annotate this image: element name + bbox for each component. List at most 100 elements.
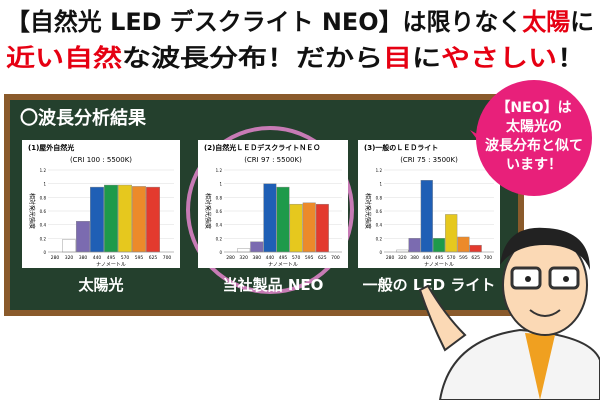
x-tick-label: 495	[435, 255, 444, 261]
headline-segment: 【自然光 LED デスクライト NEO】は限りなく	[6, 8, 522, 36]
y-tick-label: 1	[219, 182, 222, 187]
y-tick-label: 1.2	[376, 168, 383, 173]
bar	[146, 186, 160, 253]
x-tick-label: 280	[226, 255, 235, 261]
x-tick-label: 280	[386, 255, 395, 261]
chart-subtitle: (CRI 75 : 3500K)	[400, 156, 458, 164]
y-tick-label: 0.8	[376, 195, 383, 200]
y-tick-label: 0.2	[376, 236, 383, 241]
y-tick-label: 0	[43, 250, 46, 255]
y-tick-label: 1.2	[216, 168, 223, 173]
x-tick-label: 700	[331, 255, 340, 261]
y-tick-label: 0.6	[40, 209, 47, 214]
bar	[250, 241, 264, 253]
headline-segment: 目	[383, 44, 412, 72]
x-tick-label: 495	[279, 255, 288, 261]
bar	[315, 203, 329, 253]
headline-line: 【自然光 LED デスクライト NEO】は限りなく太陽に	[6, 8, 594, 36]
chart-subtitle: (CRI 100 : 5500K)	[70, 156, 132, 164]
y-axis-label: 相対発光強度	[364, 193, 372, 229]
x-axis-label: ナノメートル	[96, 262, 126, 268]
x-tick-label: 595	[459, 255, 468, 261]
x-tick-label: 700	[484, 255, 493, 261]
bar	[76, 221, 90, 253]
x-tick-label: 700	[163, 255, 172, 261]
bar	[396, 249, 409, 253]
bar	[132, 186, 146, 253]
bar	[432, 238, 446, 253]
bar	[420, 180, 433, 253]
bubble-text: 太陽光の	[506, 118, 562, 135]
headline-segment: に	[570, 8, 594, 36]
x-tick-label: 625	[149, 255, 158, 261]
bar	[62, 239, 76, 253]
y-tick-label: 0	[219, 250, 222, 255]
bubble-text: 波長分布と似て	[485, 137, 583, 154]
cartoon-man	[418, 227, 600, 400]
x-tick-label: 320	[65, 255, 74, 261]
board-title: 〇波長分析結果	[20, 107, 147, 129]
y-tick-label: 0.2	[40, 236, 47, 241]
bar	[237, 248, 251, 253]
x-tick-label: 595	[135, 255, 144, 261]
charts: 太陽光 当社製品 NEO 一般の LED ライト (1)屋外自然光 (CRI 100 :…	[22, 140, 500, 294]
bar	[408, 238, 421, 253]
bar	[90, 186, 104, 253]
headline-segment: ！	[557, 44, 586, 72]
bar	[469, 244, 482, 253]
chart-title: (1)屋外自然光	[28, 143, 74, 152]
x-tick-label: 440	[93, 255, 102, 261]
y-tick-label: 0	[379, 250, 382, 255]
x-tick-label: 380	[410, 255, 419, 261]
y-axis-label: 相対発光強度	[204, 193, 212, 229]
caption: 太陽光	[78, 276, 123, 294]
x-tick-label: 320	[239, 255, 248, 261]
bubble-text: います！	[506, 157, 562, 173]
x-tick-label: 625	[471, 255, 480, 261]
bar	[457, 236, 470, 253]
y-tick-label: 0.2	[216, 236, 223, 241]
x-tick-label: 570	[292, 255, 301, 261]
y-tick-label: 0.6	[216, 209, 223, 214]
x-tick-label: 440	[422, 255, 431, 261]
headline-segment: な波長分布！だから	[122, 44, 383, 72]
y-tick-label: 0.4	[40, 223, 47, 228]
x-axis-label: ナノメートル	[424, 262, 454, 268]
x-tick-label: 440	[266, 255, 275, 261]
x-tick-label: 570	[447, 255, 456, 261]
x-tick-label: 495	[107, 255, 116, 261]
x-tick-label: 280	[51, 255, 60, 261]
bubble-text: 【NEO】は	[496, 100, 571, 116]
bubble	[476, 80, 592, 196]
bar	[104, 184, 118, 253]
headline-segment: やさしい	[441, 44, 557, 72]
caption: 一般の LED ライト	[363, 276, 496, 294]
headline-line: 近い自然 な波長分布！だから目にやさしい！	[6, 44, 586, 72]
highlight-circle	[186, 126, 354, 294]
headline-segment: 太陽	[522, 8, 570, 36]
y-tick-label: 0.4	[376, 223, 383, 228]
x-tick-label: 380	[252, 255, 261, 261]
x-tick-label: 380	[79, 255, 88, 261]
y-tick-label: 1	[43, 182, 46, 187]
y-axis-label: 相対発光強度	[28, 193, 36, 229]
bar	[276, 186, 290, 253]
bar	[445, 214, 458, 253]
x-tick-label: 320	[398, 255, 407, 261]
x-tick-label: 570	[121, 255, 130, 261]
x-tick-label: 595	[305, 255, 314, 261]
caption: 当社製品 NEO	[223, 276, 324, 294]
chart-subtitle: (CRI 97 : 5500K)	[244, 156, 302, 164]
headline-segment: に	[412, 44, 441, 72]
y-tick-label: 0.6	[376, 209, 383, 214]
x-tick-label: 625	[318, 255, 327, 261]
headline-segment: 近い自然	[6, 44, 122, 72]
y-tick-label: 1.2	[40, 168, 47, 173]
y-tick-label: 0.8	[216, 195, 223, 200]
y-tick-label: 0.4	[216, 223, 223, 228]
x-axis-label: ナノメートル	[268, 262, 298, 268]
bar	[263, 183, 277, 253]
bar	[302, 202, 316, 253]
